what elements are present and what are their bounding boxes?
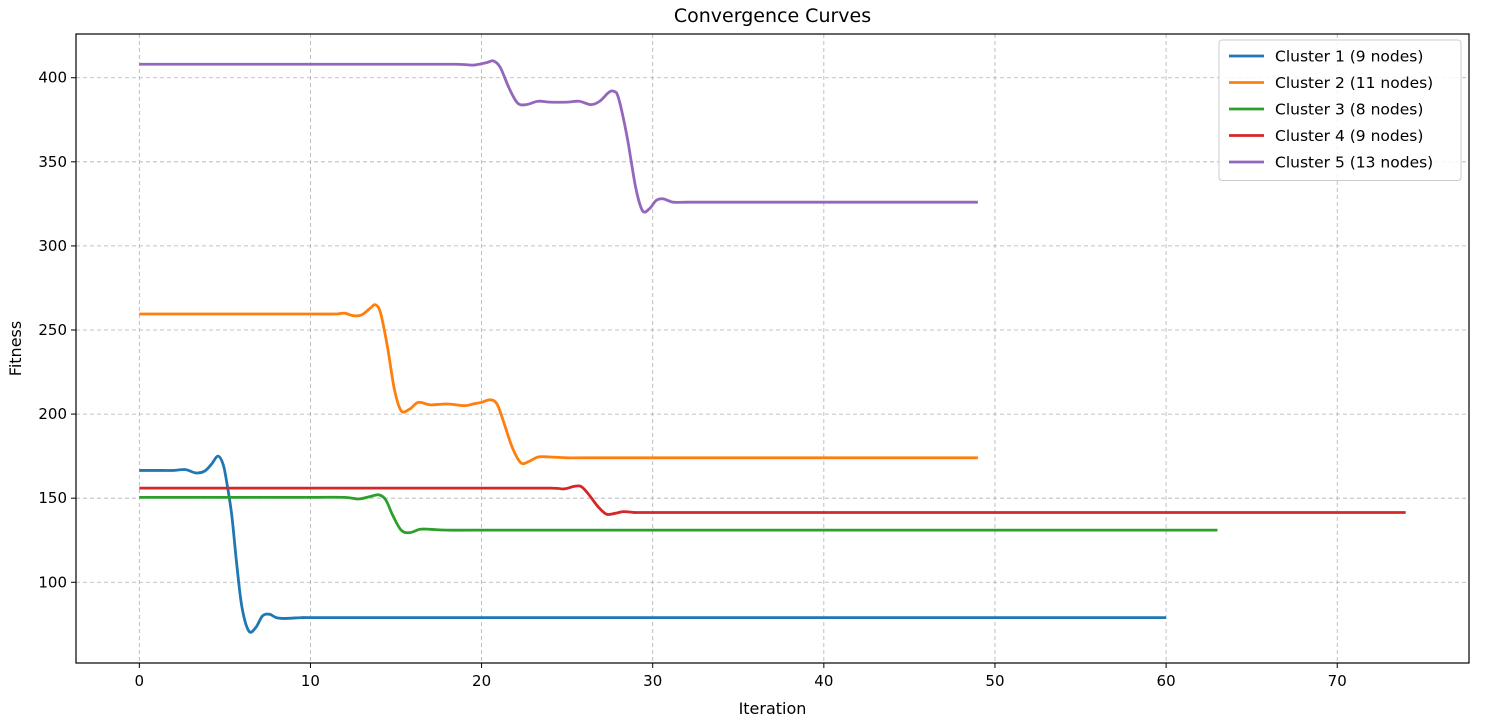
plot-area-frame (75, 33, 1470, 664)
series-line-cluster-5 (139, 59, 978, 214)
legend: Cluster 1 (9 nodes) Cluster 2 (11 nodes) C… (1218, 39, 1462, 181)
legend-entry-label: Cluster 4 (9 nodes) (1275, 127, 1423, 145)
legend-box (1218, 39, 1462, 181)
y-tick-label: 250 (38, 321, 67, 339)
x-tick-label: 50 (985, 672, 1004, 690)
x-tick-label: 70 (1328, 672, 1347, 690)
series-line-cluster-2 (139, 303, 978, 466)
series-line-cluster-1 (139, 454, 1167, 634)
x-tick-label: 20 (472, 672, 491, 690)
legend-entry-label: Cluster 2 (11 nodes) (1275, 74, 1433, 92)
y-tick-label: 400 (38, 69, 67, 87)
y-tick-label: 300 (38, 237, 67, 255)
series-lines (139, 59, 1406, 634)
y-axis-label: Fitness (6, 321, 25, 376)
x-axis-label: Iteration (739, 699, 807, 718)
y-tick-label: 150 (38, 489, 67, 507)
chart-title: Convergence Curves (674, 5, 871, 27)
legend-entry-label: Cluster 1 (9 nodes) (1275, 48, 1423, 66)
x-tick-label: 30 (643, 672, 662, 690)
legend-entry-label: Cluster 3 (8 nodes) (1275, 101, 1423, 119)
axis-ticks: 0 10 20 30 40 50 60 70 100 150 200 250 300 350 400 (38, 69, 1346, 690)
series-line-cluster-3 (139, 493, 1218, 535)
x-tick-label: 10 (301, 672, 320, 690)
x-tick-label: 60 (1157, 672, 1176, 690)
series-line-cluster-4 (139, 484, 1406, 516)
y-tick-label: 350 (38, 153, 67, 171)
x-tick-label: 0 (135, 672, 145, 690)
y-tick-label: 200 (38, 405, 67, 423)
legend-entry-label: Cluster 5 (13 nodes) (1275, 154, 1433, 172)
y-tick-label: 100 (38, 573, 67, 591)
x-tick-label: 40 (814, 672, 833, 690)
